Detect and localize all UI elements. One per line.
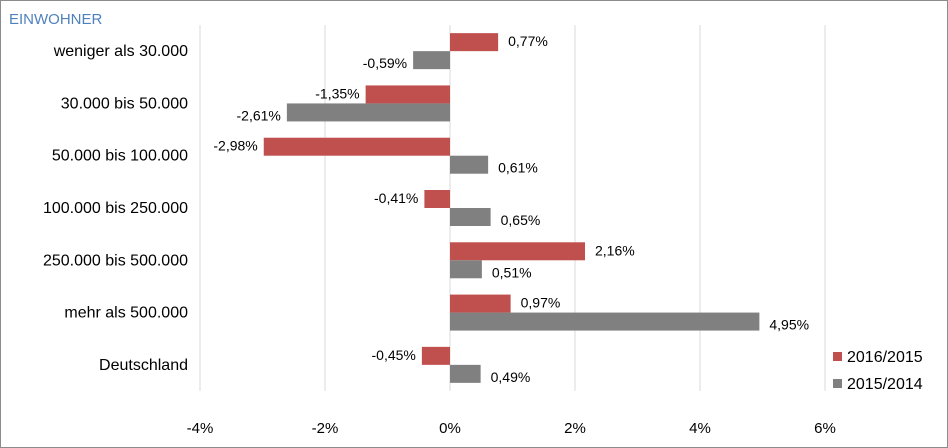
data-label: -0,59% (363, 55, 407, 71)
bar-series2 (450, 364, 481, 383)
data-label: 0,97% (521, 295, 561, 311)
bar-series1 (450, 33, 499, 52)
x-tick-label: -4% (187, 420, 214, 437)
bar-series2 (450, 260, 482, 279)
bar-series1 (450, 294, 511, 313)
chart-header: EINWOHNER (9, 11, 103, 28)
x-tick-label: 0% (439, 420, 461, 437)
data-label: 0,61% (498, 160, 538, 176)
bar-series1 (263, 137, 450, 156)
data-label: 4,95% (769, 317, 809, 333)
legend-swatch (833, 352, 842, 361)
bar-series1 (421, 346, 450, 365)
data-label: -2,98% (213, 138, 257, 154)
bar-series2 (450, 155, 489, 174)
category-label: 100.000 bis 250.000 (43, 200, 188, 217)
x-tick-label: -2% (312, 420, 339, 437)
category-label: weniger als 30.000 (53, 43, 188, 60)
bar-series2 (450, 208, 491, 226)
data-label: 0,77% (508, 33, 548, 49)
data-label: -2,61% (237, 107, 281, 123)
category-label: 30.000 bis 50.000 (61, 95, 188, 112)
category-label: 250.000 bis 500.000 (43, 252, 188, 269)
data-label: 0,49% (491, 369, 531, 385)
legend-label: 2015/2014 (847, 376, 923, 393)
bar-series1 (365, 85, 450, 104)
data-label: 2,16% (595, 242, 635, 258)
legend-label: 2016/2015 (847, 349, 923, 366)
bar-series2 (286, 103, 450, 122)
data-label: 0,65% (501, 212, 541, 228)
bar-series2 (450, 312, 760, 331)
bar-series1 (424, 190, 450, 208)
category-label: 50.000 bis 100.000 (52, 148, 188, 165)
x-tick-label: 4% (689, 420, 711, 437)
bar-series1 (450, 242, 585, 261)
x-tick-label: 6% (814, 420, 836, 437)
bar-series2 (413, 51, 450, 70)
category-label: Deutschland (99, 357, 188, 374)
data-label: -0,45% (372, 347, 416, 363)
legend-swatch (833, 379, 842, 388)
category-label: mehr als 500.000 (64, 305, 188, 322)
data-label: -0,41% (374, 190, 418, 206)
data-label: -1,35% (315, 85, 359, 101)
x-tick-label: 2% (564, 420, 586, 437)
data-label: 0,51% (492, 264, 532, 280)
